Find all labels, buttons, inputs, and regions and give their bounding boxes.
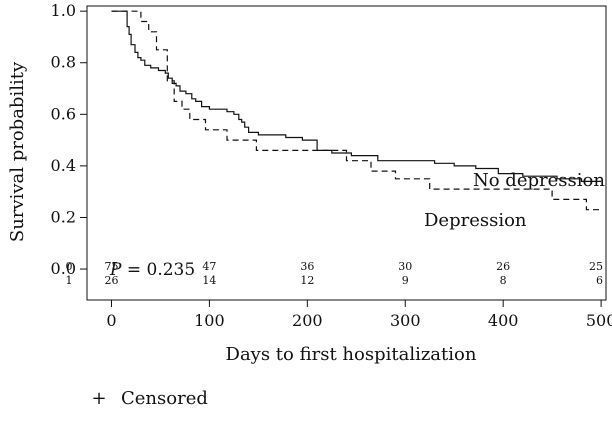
censored-legend: + Censored [91,388,207,409]
depression-curve [111,10,602,211]
y-tick-label: 0.8 [51,53,76,72]
x-tick-label: 300 [390,311,421,330]
p-value-text: = 0.235 [121,260,195,280]
y-axis-title: Survival probability [7,61,28,242]
depression-label: Depression [424,210,527,231]
plot-frame [86,5,607,301]
y-tick-label: 0.4 [51,156,76,175]
risk-count: 36 [300,260,314,273]
risk-count: 47 [202,260,216,273]
x-tick-label: 100 [194,311,225,330]
risk-count: 26 [104,274,118,287]
x-tick-label: 500 [586,311,612,330]
censored-label: Censored [121,388,208,409]
y-tick-label: 1.0 [51,1,76,20]
risk-count: 75 [104,260,118,273]
x-tick-label: 0 [106,311,116,330]
risk-count: 14 [202,274,216,287]
y-tick-label: 0.2 [51,207,76,226]
y-tick-label: 0.0 [51,259,76,278]
risk-count: 12 [300,274,314,287]
x-tick-label: 400 [488,311,519,330]
risk-table: 0 75 47 36 30 26 25 1 26 14 12 9 8 6 [66,260,604,287]
risk-count: 6 [596,274,603,287]
risk-count: 26 [496,260,510,273]
risk-count: 8 [500,274,507,287]
no-depression-label: No depression [473,170,605,191]
curve-layer [111,10,602,211]
risk-count: 30 [398,260,412,273]
x-tick-label: 200 [292,311,323,330]
risk-count: 25 [589,260,603,273]
x-axis-title: Days to first hospitalization [226,344,477,365]
risk-count: 9 [402,274,409,287]
y-tick-label: 0.6 [51,104,76,123]
risk-row-label: 1 [66,274,73,287]
p-value-annotation: P = 0.235 [109,260,195,280]
risk-row-label: 0 [66,260,73,273]
censored-symbol: + [91,388,106,409]
no-depression-curve [111,10,602,182]
p-value-symbol: P [109,260,122,280]
tick-layer: 0.00.20.40.60.81.00 100 200 300 400 500 [51,1,612,330]
